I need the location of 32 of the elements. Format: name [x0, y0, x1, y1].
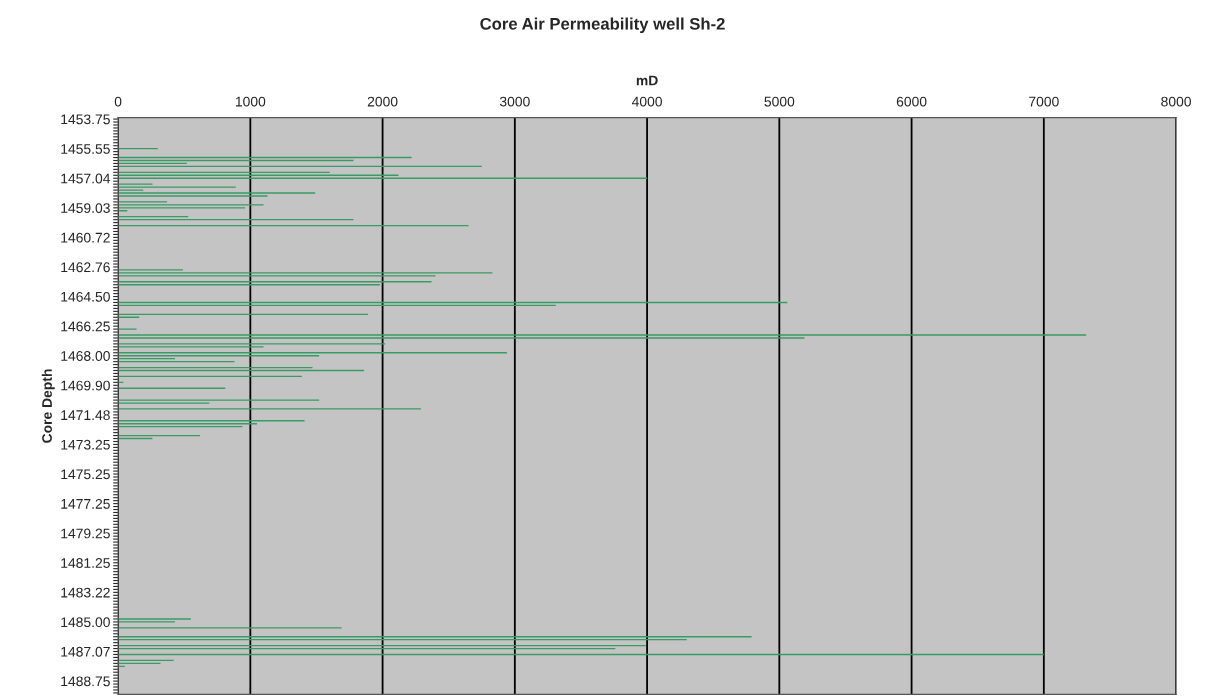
y-tick-label: 1479.25 — [61, 528, 110, 539]
x-tick-label: 1000 — [235, 96, 266, 107]
y-tick-label: 1469.90 — [61, 380, 110, 391]
y-tick-label: 1455.55 — [61, 144, 110, 154]
y-tick-label: 1459.03 — [61, 203, 110, 213]
y-tick-label: 1466.25 — [61, 321, 110, 332]
y-tick-label: 1475.25 — [61, 469, 110, 480]
y-tick-label: 1460.72 — [61, 232, 110, 243]
x-tick-label: 8000 — [1161, 96, 1191, 107]
x-axis-title: mD — [636, 75, 658, 86]
y-tick-label: 1471.48 — [61, 410, 110, 421]
x-tick-label: 0 — [114, 96, 122, 107]
y-tick-label: 1453.75 — [61, 114, 110, 125]
x-tick-label: 5000 — [764, 96, 795, 107]
y-tick-label: 1464.50 — [61, 291, 110, 302]
y-tick-label: 1481.25 — [61, 558, 110, 568]
y-tick-label: 1477.25 — [61, 498, 110, 509]
x-tick-label: 6000 — [896, 96, 927, 107]
y-tick-label: 1485.00 — [61, 617, 110, 628]
chart-title: Core Air Permeability well Sh-2 — [480, 17, 725, 34]
y-tick-label: 1473.25 — [61, 439, 110, 450]
x-tick-label: 3000 — [499, 96, 530, 107]
y-tick-label: 1488.75 — [61, 676, 110, 687]
y-tick-label: 1457.04 — [61, 173, 111, 184]
y-tick-label: 1468.00 — [61, 351, 110, 361]
y-axis-title: Core Depth — [41, 369, 55, 443]
y-tick-label: 1462.76 — [61, 262, 110, 273]
x-tick-label: 4000 — [631, 96, 662, 107]
y-tick-label: 1483.22 — [61, 587, 110, 598]
y-tick-label: 1487.07 — [61, 646, 110, 657]
x-tick-label: 7000 — [1029, 96, 1059, 107]
x-tick-label: 2000 — [367, 96, 398, 107]
